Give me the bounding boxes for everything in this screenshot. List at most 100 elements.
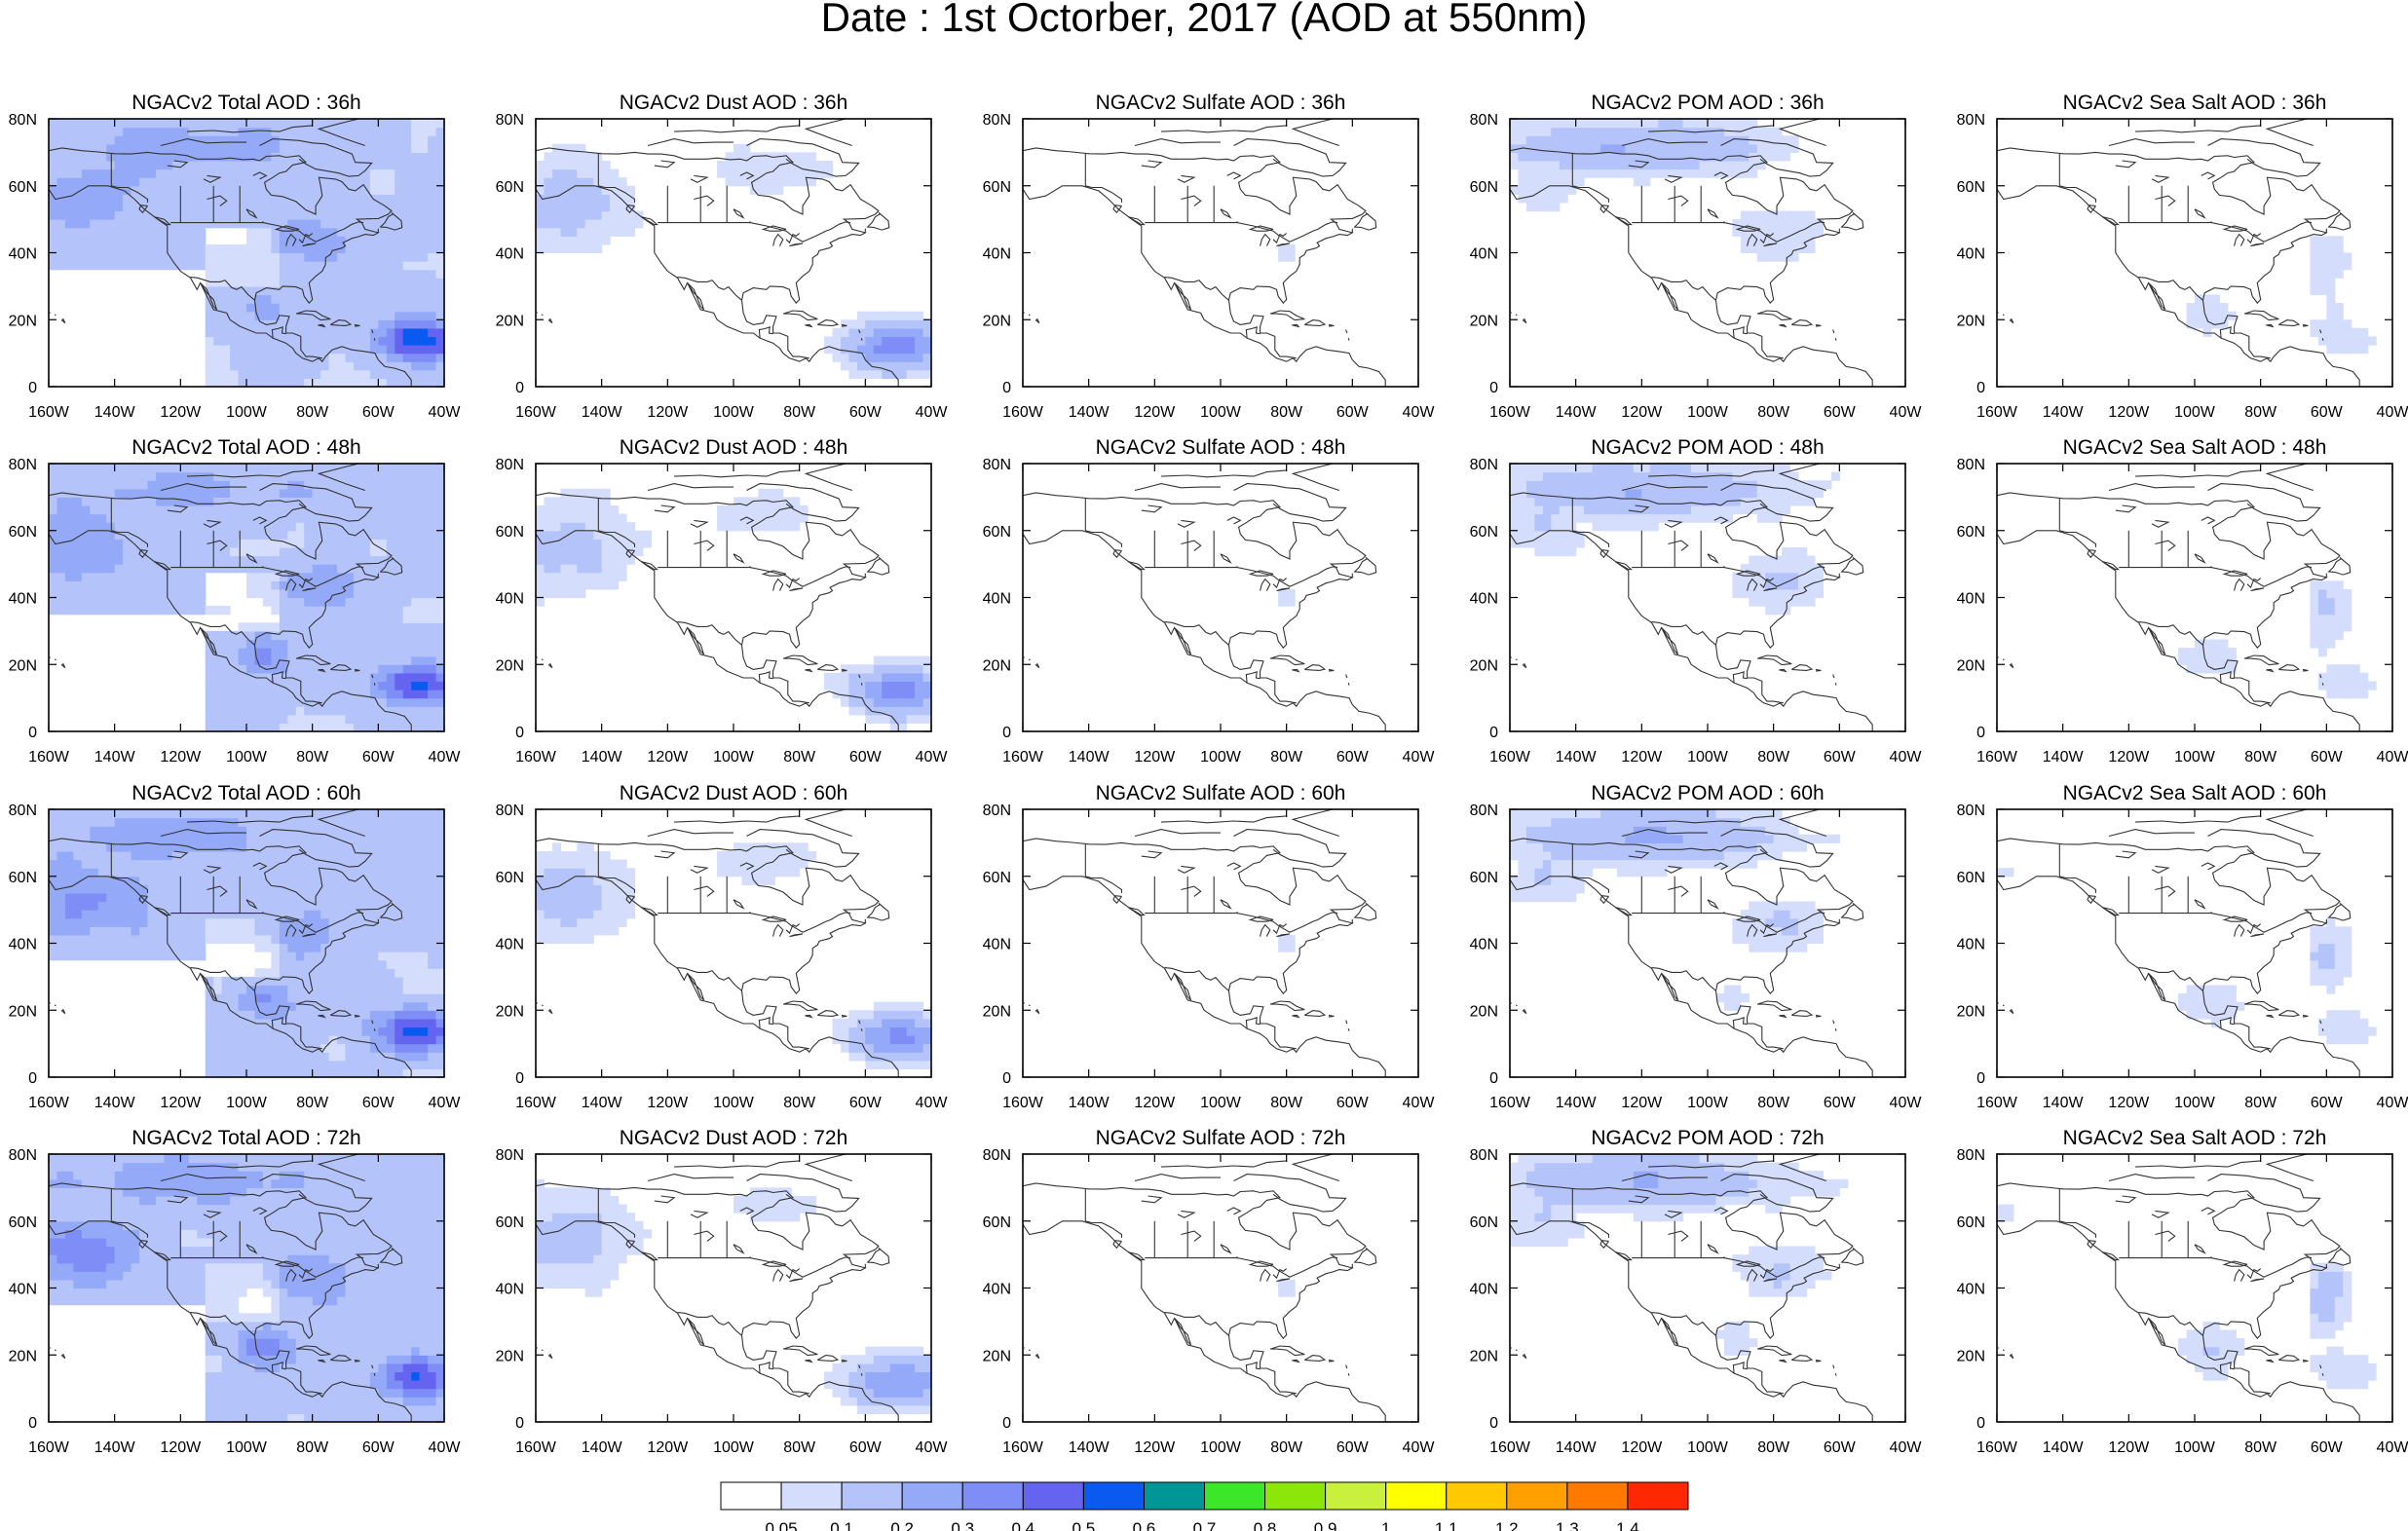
lon-tick-label: 140W — [94, 1439, 136, 1456]
lat-tick-label: 60N — [496, 524, 524, 541]
lon-tick-label: 140W — [1556, 749, 1598, 766]
colorbar-label: 0.5 — [1072, 1519, 1096, 1531]
colorbar-label: 1.2 — [1495, 1519, 1519, 1531]
lat-tick-label: 20N — [983, 1003, 1011, 1020]
map-panel-sulfate-36h: 160W 140W 120W 100W 80W 60W 40W 0 20N 40N 60N 80N NG… — [983, 92, 1436, 421]
lat-tick-label: 20N — [9, 313, 37, 329]
lon-tick-label: 120W — [1134, 749, 1176, 766]
lon-tick-label: 120W — [647, 749, 689, 766]
lon-tick-label: 80W — [1757, 1439, 1790, 1456]
coastlines — [49, 119, 412, 387]
aod-field — [1510, 809, 1840, 1011]
coastlines — [1510, 464, 1873, 731]
lat-tick-label: 80N — [1470, 803, 1498, 819]
lon-tick-label: 100W — [226, 1439, 268, 1456]
lon-tick-label: 140W — [1069, 749, 1110, 766]
lon-tick-label: 120W — [1134, 1439, 1176, 1456]
colorbar-swatch — [901, 1481, 963, 1511]
map-panel-sulfate-72h: 160W 140W 120W 100W 80W 60W 40W 0 20N 40N 60N 80N NG… — [983, 1127, 1436, 1456]
lon-tick-label: 140W — [1556, 1095, 1598, 1111]
lat-tick-label: 60N — [1470, 524, 1498, 541]
lat-tick-label: 40N — [1957, 937, 1985, 953]
lat-tick-label: 60N — [1957, 524, 1985, 541]
colorbar-swatch — [1082, 1481, 1145, 1511]
lat-tick-label: 60N — [983, 524, 1011, 541]
aod-field — [536, 1178, 931, 1415]
lat-tick-label: 60N — [496, 179, 524, 196]
lon-tick-label: 140W — [1069, 404, 1110, 421]
lon-tick-label: 160W — [515, 404, 557, 421]
lat-tick-label: 40N — [983, 591, 1011, 608]
lon-tick-label: 40W — [1890, 1439, 1923, 1456]
lon-tick-label: 40W — [429, 1095, 462, 1111]
lat-tick-label: 60N — [1957, 1214, 1985, 1231]
colorbar-swatch — [841, 1481, 903, 1511]
lon-tick-label: 60W — [849, 1095, 883, 1111]
map-panels: 160W 140W 120W 100W 80W 60W 40W 0 20N 40N 60N 80N NG… — [9, 92, 2408, 1456]
lat-tick-label: 20N — [496, 1003, 524, 1020]
coastlines — [1023, 1154, 1386, 1422]
lat-tick-label: 40N — [983, 246, 1011, 263]
lon-tick-label: 100W — [2174, 404, 2216, 421]
lon-tick-label: 140W — [1069, 1095, 1110, 1111]
lon-tick-label: 80W — [783, 1439, 816, 1456]
panel-title: NGACv2 Dust AOD : 72h — [620, 1127, 848, 1149]
lon-tick-label: 60W — [1824, 1095, 1857, 1111]
map-panel-seasalt-48h: 160W 140W 120W 100W 80W 60W 40W 0 20N 40N 60N 80N NG… — [1957, 436, 2408, 766]
map-panel-total-48h: 160W 140W 120W 100W 80W 60W 40W 0 20N 40N 60N 80N NG… — [9, 436, 462, 766]
lat-tick-label: 60N — [9, 1214, 37, 1231]
lat-tick-label: 0 — [515, 725, 524, 741]
lon-tick-label: 100W — [713, 749, 755, 766]
lat-tick-label: 80N — [983, 1147, 1011, 1164]
lon-tick-label: 80W — [783, 404, 816, 421]
lat-tick-label: 0 — [1489, 1070, 1498, 1087]
lon-tick-label: 100W — [226, 404, 268, 421]
aod-field — [1510, 1154, 1849, 1356]
aod-field — [49, 1154, 444, 1422]
lon-tick-label: 160W — [28, 1439, 70, 1456]
lat-tick-label: 0 — [515, 1070, 524, 1087]
lon-tick-label: 80W — [1757, 404, 1790, 421]
lat-tick-label: 80N — [983, 457, 1011, 473]
lon-tick-label: 160W — [1976, 749, 2018, 766]
lat-tick-label: 60N — [9, 524, 37, 541]
lon-tick-label: 60W — [1824, 1439, 1857, 1456]
lat-tick-label: 80N — [9, 457, 37, 473]
lon-tick-label: 60W — [362, 404, 395, 421]
map-panel-seasalt-60h: 160W 140W 120W 100W 80W 60W 40W 0 20N 40N 60N 80N NG… — [1957, 782, 2408, 1111]
lon-tick-label: 140W — [2043, 749, 2085, 766]
colorbar-label: 0.05 — [766, 1519, 798, 1531]
lon-tick-label: 120W — [160, 1095, 202, 1111]
lon-tick-label: 80W — [296, 1095, 329, 1111]
coastlines — [1997, 464, 2360, 731]
lon-tick-label: 100W — [2174, 1439, 2216, 1456]
coastlines — [1023, 119, 1386, 387]
lon-tick-label: 80W — [2244, 1439, 2277, 1456]
coastlines — [536, 809, 899, 1077]
lon-tick-label: 80W — [296, 1439, 329, 1456]
lon-tick-label: 100W — [713, 404, 755, 421]
map-panel-total-60h: 160W 140W 120W 100W 80W 60W 40W 0 20N 40N 60N 80N NG… — [9, 782, 462, 1111]
lon-tick-label: 100W — [226, 1095, 268, 1111]
lon-tick-label: 160W — [515, 749, 557, 766]
colorbar-label: 0.8 — [1254, 1519, 1277, 1531]
colorbar-swatch — [1325, 1481, 1387, 1511]
map-panel-dust-36h: 160W 140W 120W 100W 80W 60W 40W 0 20N 40N 60N 80N NG… — [496, 92, 949, 421]
lat-tick-label: 60N — [1957, 870, 1985, 886]
lon-tick-label: 60W — [2311, 1439, 2344, 1456]
lat-tick-label: 0 — [28, 725, 37, 741]
lon-tick-label: 80W — [783, 749, 816, 766]
lon-tick-label: 40W — [429, 404, 462, 421]
lon-tick-label: 100W — [1200, 749, 1242, 766]
lat-tick-label: 40N — [983, 937, 1011, 953]
lat-tick-label: 20N — [983, 313, 1011, 329]
aod-field — [49, 119, 444, 387]
lon-tick-label: 160W — [28, 749, 70, 766]
lon-tick-label: 60W — [362, 1439, 395, 1456]
lon-tick-label: 40W — [2377, 404, 2408, 421]
map-panel-sulfate-48h: 160W 140W 120W 100W 80W 60W 40W 0 20N 40N 60N 80N NG… — [983, 436, 1436, 766]
lon-tick-label: 140W — [94, 404, 136, 421]
lat-tick-label: 80N — [1470, 112, 1498, 129]
lat-tick-label: 60N — [1470, 870, 1498, 886]
